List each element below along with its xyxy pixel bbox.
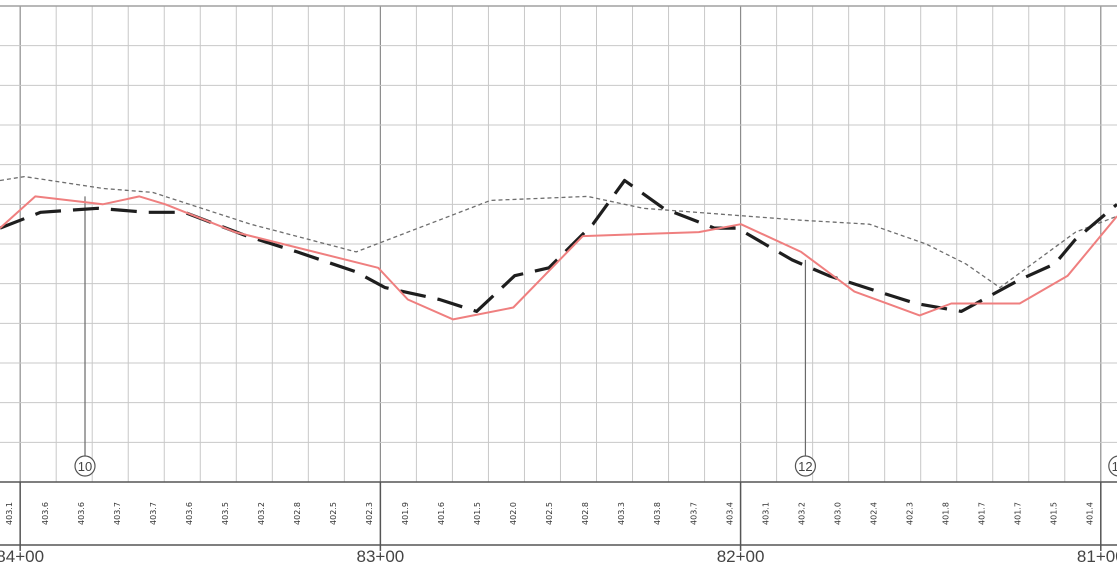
elevation-label: 403.7 <box>149 502 158 525</box>
station-tick-label: 84+00 <box>0 547 44 566</box>
elevation-label: 403.6 <box>41 502 50 525</box>
elevation-label: 401.5 <box>473 502 482 525</box>
series-line-solid-red <box>0 195 1117 321</box>
elevation-label: 401.7 <box>1013 502 1022 525</box>
elevation-label: 403.2 <box>797 502 806 525</box>
grid <box>0 5 1117 482</box>
elevation-label: 403.2 <box>257 502 266 525</box>
station-axis: 84+00 83+00 82+00 81+00 <box>0 482 1117 566</box>
elevation-label: 403.8 <box>653 502 662 525</box>
elevation-label: 401.5 <box>1050 502 1059 525</box>
elevation-label: 403.6 <box>185 502 194 525</box>
elevation-label: 402.3 <box>905 502 914 525</box>
station-callouts: 10 12 14 <box>74 196 1117 477</box>
elevation-label: 401.6 <box>437 502 446 525</box>
elevation-label: 403.4 <box>725 502 734 525</box>
elevation-label: 402.5 <box>329 502 338 525</box>
callout-circle <box>794 455 817 477</box>
elevation-label: 402.4 <box>869 502 878 525</box>
station-tick-label: 81+00 <box>1077 547 1117 566</box>
elevation-label: 401.8 <box>941 502 950 525</box>
elevation-label: 401.9 <box>401 502 410 525</box>
callout-circle <box>74 455 96 477</box>
elevation-label: 401.7 <box>977 502 986 525</box>
elevation-label: 402.0 <box>509 502 518 525</box>
elevation-label-band: 403.1 403.6 403.6 403.7 403.7 403.6 403.5 403.2… <box>0 481 1117 546</box>
elevation-label: 402.8 <box>581 502 590 525</box>
callout-label: 12 <box>798 459 812 474</box>
elevation-label: 403.5 <box>221 502 230 525</box>
callout-label: 10 <box>78 459 92 474</box>
elevation-label: 402.3 <box>365 502 374 525</box>
profile-series <box>0 175 1117 321</box>
station-tick-label: 82+00 <box>717 547 765 566</box>
callout-label: 14 <box>1112 459 1117 474</box>
elevation-label: 401.4 <box>1086 502 1095 525</box>
callout-circle <box>1108 455 1117 477</box>
elevation-label: 403.6 <box>77 502 86 525</box>
elevation-label: 403.1 <box>761 502 770 525</box>
elevation-label: 402.5 <box>545 502 554 525</box>
elevation-label: 403.1 <box>5 502 14 525</box>
elevation-label: 403.7 <box>113 502 122 525</box>
elevation-label: 403.7 <box>689 502 698 525</box>
elevation-label: 403.3 <box>617 502 626 525</box>
elevation-label: 402.8 <box>293 502 302 525</box>
station-tick-label: 83+00 <box>357 547 405 566</box>
series-line-dotted-gray <box>0 175 1117 289</box>
elevation-label: 403.0 <box>833 502 842 525</box>
